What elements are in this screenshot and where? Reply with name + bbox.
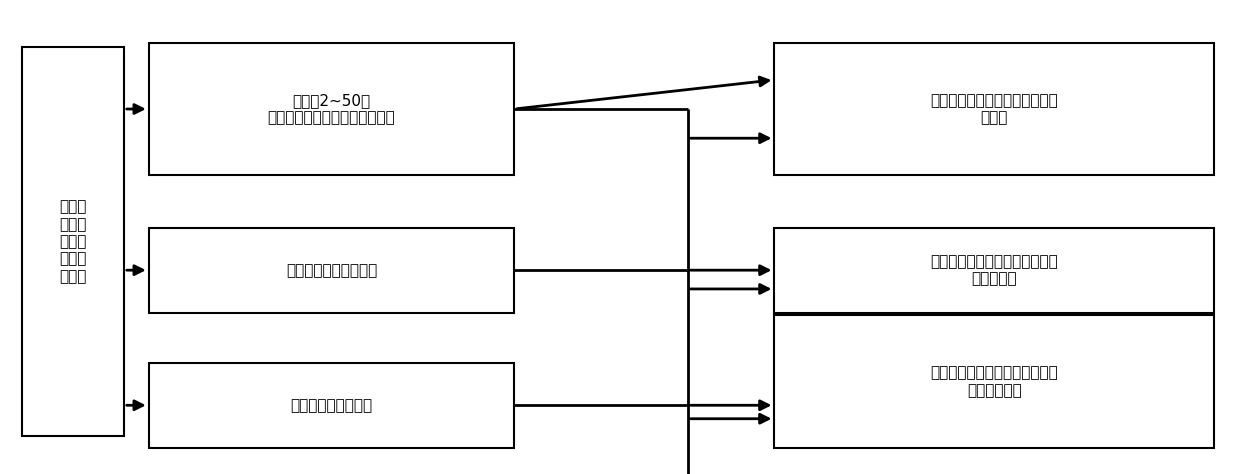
FancyBboxPatch shape	[149, 43, 514, 175]
Text: 电容器相电压偏差数据: 电容器相电压偏差数据	[286, 263, 377, 278]
Text: 电压偏差导致的电容器能耗的定
量计算结果: 电压偏差导致的电容器能耗的定 量计算结果	[930, 254, 1058, 286]
Text: 三相不平衡导致的电容器能耗的
定量计算结果: 三相不平衡导致的电容器能耗的 定量计算结果	[930, 365, 1058, 398]
Text: 电容器三相电压数据: 电容器三相电压数据	[290, 398, 373, 413]
Text: 安装在
电容器
的电能
质量监
测装置: 安装在 电容器 的电能 质量监 测装置	[59, 200, 87, 284]
Text: 谐波导致的电容器能耗的定量计
算结果: 谐波导致的电容器能耗的定量计 算结果	[930, 93, 1058, 125]
FancyBboxPatch shape	[774, 228, 1214, 313]
FancyBboxPatch shape	[774, 315, 1214, 448]
FancyBboxPatch shape	[22, 47, 124, 436]
FancyBboxPatch shape	[774, 43, 1214, 175]
FancyBboxPatch shape	[149, 363, 514, 448]
Text: 电容器2~50次
谐波电压含有率、基波电压数据: 电容器2~50次 谐波电压含有率、基波电压数据	[268, 93, 395, 125]
FancyBboxPatch shape	[149, 228, 514, 313]
